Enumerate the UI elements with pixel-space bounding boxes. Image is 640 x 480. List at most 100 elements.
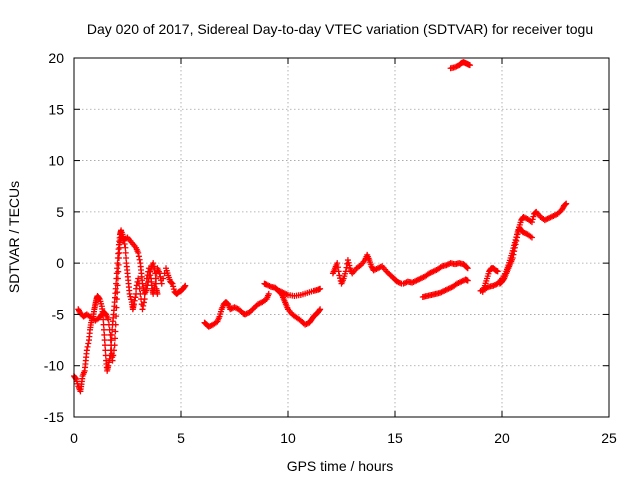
data-point — [116, 244, 123, 251]
data-point — [102, 347, 109, 354]
data-point — [110, 347, 117, 354]
data-point — [158, 280, 165, 287]
data-point — [105, 321, 112, 328]
data-point — [140, 299, 147, 306]
data-series — [201, 290, 272, 330]
y-tick-label: 0 — [56, 255, 64, 271]
data-point — [112, 321, 119, 328]
data-point — [130, 301, 137, 308]
x-tick-label: 15 — [387, 430, 403, 446]
data-point — [72, 375, 79, 382]
grid-layer — [74, 58, 609, 417]
data-point — [150, 287, 157, 294]
data-point — [140, 302, 147, 309]
data-point — [114, 275, 121, 282]
data-point — [113, 313, 120, 320]
data-point — [152, 280, 159, 287]
data-point — [122, 244, 129, 251]
data-point — [116, 249, 123, 256]
data-point — [562, 201, 569, 208]
y-tick-label: 20 — [48, 50, 64, 66]
data-point — [530, 213, 537, 220]
data-point — [136, 285, 143, 292]
data-point — [111, 342, 118, 349]
data-point — [528, 219, 535, 226]
data-series — [419, 276, 471, 300]
data-point — [151, 284, 158, 291]
data-series — [329, 251, 405, 287]
data-point — [513, 234, 520, 241]
data-point — [150, 260, 157, 267]
data-point — [139, 306, 146, 313]
data-point — [182, 282, 189, 289]
data-point — [105, 316, 112, 323]
data-point — [115, 261, 122, 268]
data-point — [316, 307, 323, 314]
data-point — [95, 295, 102, 302]
data-point — [528, 234, 535, 241]
data-point — [147, 272, 154, 279]
data-point — [317, 285, 324, 292]
data-point — [114, 265, 121, 272]
data-point — [464, 277, 471, 284]
data-point — [107, 331, 114, 338]
data-series — [400, 260, 471, 287]
y-tick-label: -5 — [52, 306, 65, 322]
data-point — [529, 216, 536, 223]
data-point — [115, 255, 122, 262]
data-point — [83, 347, 90, 354]
y-tick-label: 15 — [48, 101, 64, 117]
data-point — [106, 326, 113, 333]
data-point — [114, 289, 121, 296]
data-series — [133, 265, 189, 313]
data-point — [146, 268, 153, 275]
x-tick-label: 10 — [280, 430, 296, 446]
x-tick-label: 20 — [494, 430, 510, 446]
data-point — [84, 343, 91, 350]
y-tick-label: 10 — [48, 153, 64, 169]
data-point — [100, 326, 107, 333]
y-tick-label: -15 — [44, 409, 64, 425]
data-point — [345, 259, 352, 266]
data-series — [496, 200, 570, 287]
data-point — [127, 293, 134, 300]
data-point — [107, 337, 114, 344]
x-tick-label: 5 — [177, 430, 185, 446]
data-point — [153, 275, 160, 282]
data-point — [143, 282, 150, 289]
data-point — [150, 263, 157, 270]
data-point — [102, 342, 109, 349]
data-point — [113, 296, 120, 303]
data-point — [169, 280, 176, 287]
data-point — [135, 275, 142, 282]
x-tick-label: 0 — [70, 430, 78, 446]
data-point — [112, 328, 119, 335]
data-point — [515, 227, 522, 234]
data-series — [447, 59, 473, 72]
data-point — [334, 260, 341, 267]
data-point — [141, 296, 148, 303]
plot-frame — [73, 57, 610, 418]
data-point — [85, 340, 92, 347]
data-point — [112, 285, 119, 292]
data-series — [276, 285, 324, 299]
data-point — [142, 289, 149, 296]
chart-title: Day 020 of 2017, Sidereal Day-to-day VTE… — [87, 21, 593, 37]
data-point — [342, 268, 349, 275]
data-point — [513, 237, 520, 244]
data-point — [132, 294, 139, 301]
data-point — [511, 248, 518, 255]
axes-layer: 0 5 10 15 20 25 -15 -10 -5 0 5 10 15 20 — [44, 50, 617, 446]
data-point — [131, 297, 138, 304]
data-point — [145, 265, 152, 272]
data-point — [464, 264, 471, 271]
data-point — [135, 249, 142, 256]
data-point — [563, 200, 570, 207]
data-point — [335, 268, 342, 275]
data-point — [110, 352, 117, 359]
data-point — [123, 255, 130, 262]
data-point — [101, 337, 108, 344]
data-point — [317, 306, 324, 313]
y-tick-label: 5 — [56, 204, 64, 220]
